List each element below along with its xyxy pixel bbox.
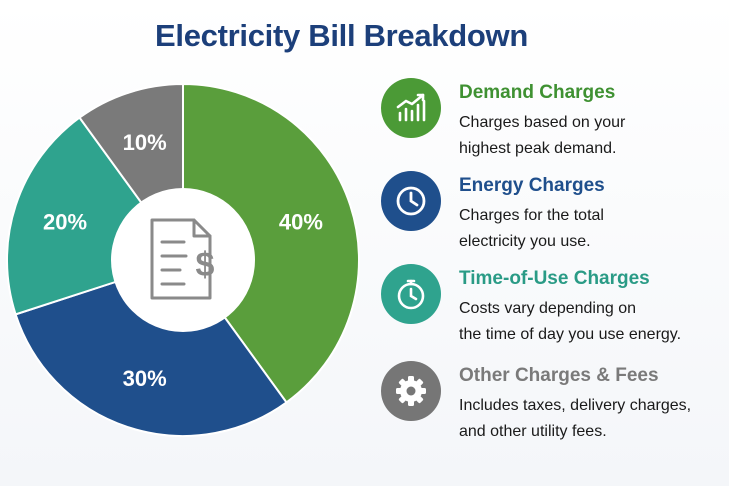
legend-badge-other-fees (381, 361, 441, 421)
legend-badge-energy (381, 171, 441, 231)
clock-icon (396, 186, 426, 216)
invoice-dollar-icon (150, 218, 212, 300)
legend-item-other-fees: Other Charges & Fees Includes taxes, del… (381, 361, 726, 451)
slice-value-label: 30% (123, 366, 167, 391)
timer-icon (397, 279, 425, 310)
gear-icon (396, 376, 426, 406)
legend-title: Demand Charges (459, 82, 616, 103)
legend-description: Includes taxes, delivery charges, and ot… (459, 397, 692, 440)
slice-value-label: 20% (43, 210, 87, 235)
legend-description: Charges for the total electricity you us… (459, 207, 604, 250)
slice-value-label: 40% (279, 210, 323, 235)
legend-item-demand: Demand Charges Charges based on your hig… (381, 78, 726, 168)
legend-item-time-of-use: Time-of-Use Charges Costs vary depending… (381, 264, 726, 354)
slice-value-label: 10% (123, 130, 167, 155)
legend-title: Time-of-Use Charges (459, 268, 650, 289)
legend-badge-demand (381, 78, 441, 138)
chart-title: Electricity Bill Breakdown (155, 18, 528, 53)
legend-badge-time-of-use (381, 264, 441, 324)
legend-description: Charges based on your highest peak deman… (459, 114, 626, 157)
legend-description: Costs vary depending on the time of day … (459, 300, 682, 343)
pie-slice-demand-charges (182, 82, 360, 404)
dollar-sign-icon: $ (196, 246, 215, 284)
legend-title: Energy Charges (459, 175, 605, 196)
legend-item-energy: Energy Charges Charges for the total ele… (381, 171, 726, 261)
pie-slice-energy-charges (14, 258, 288, 437)
legend-title: Other Charges & Fees (459, 365, 659, 386)
donut-hole (111, 188, 255, 332)
bar-chart-growth-icon (396, 93, 426, 122)
